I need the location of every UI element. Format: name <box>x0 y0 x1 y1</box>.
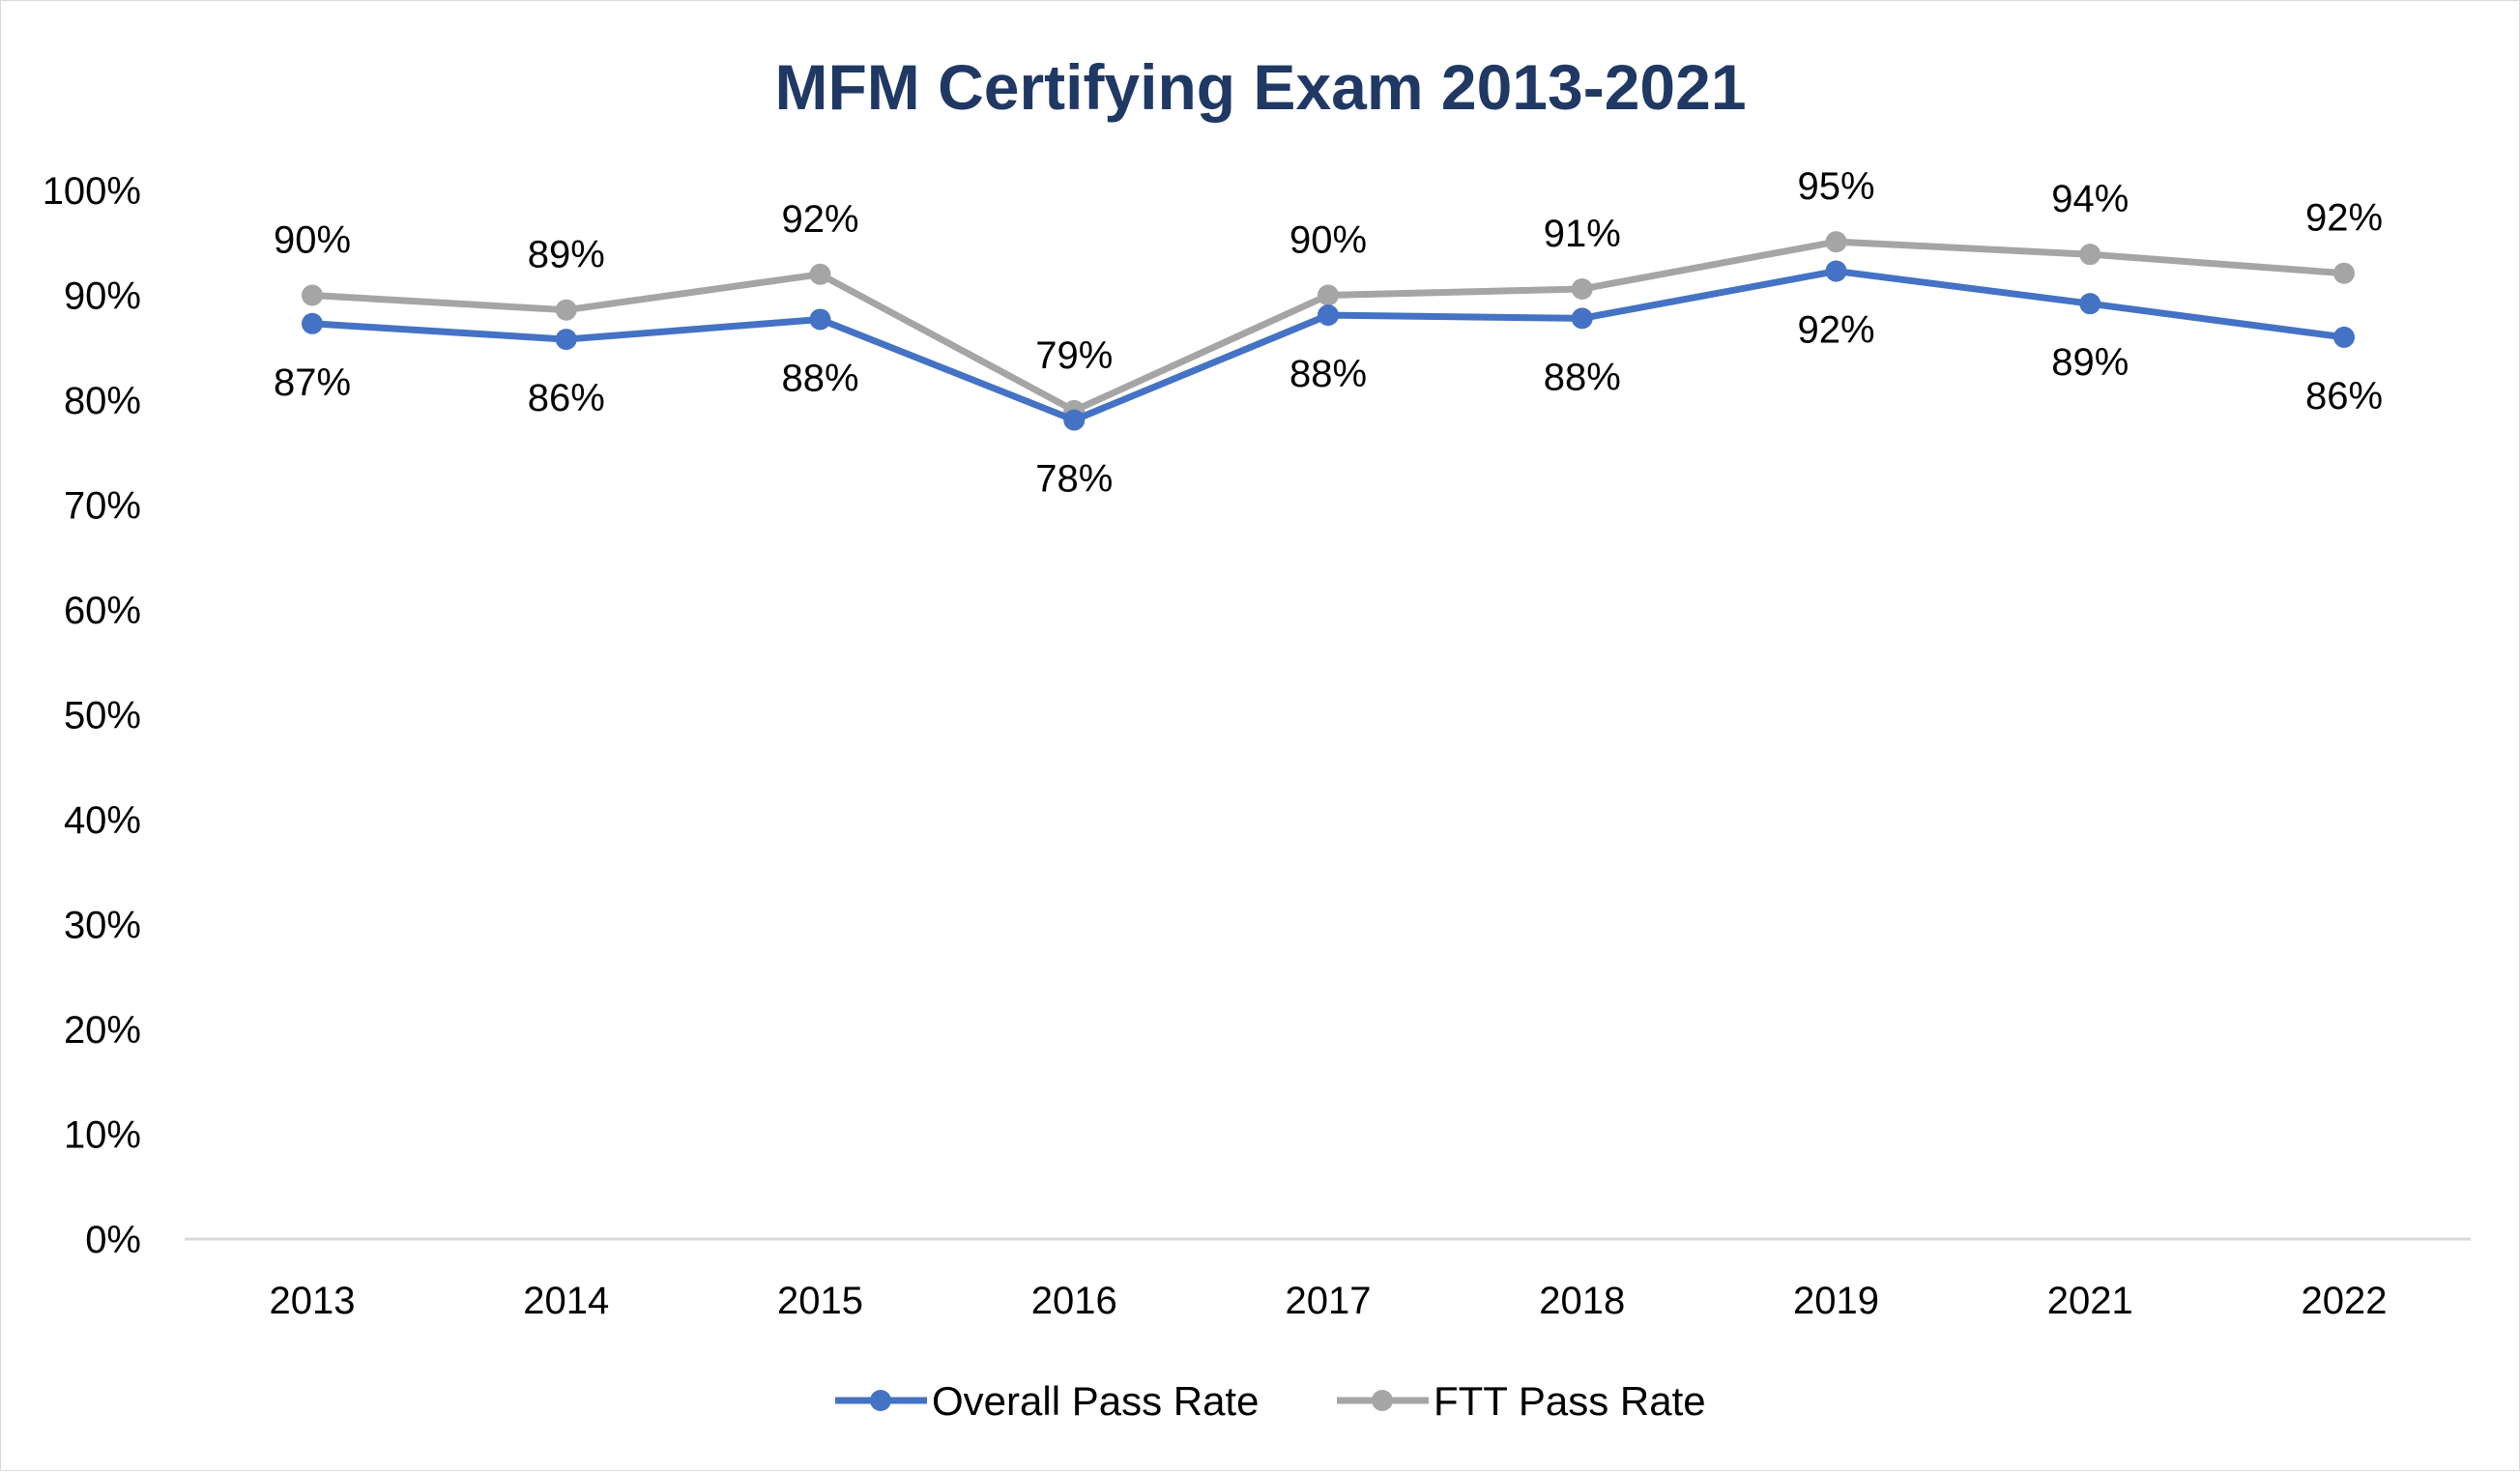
legend: Overall Pass Rate FTT Pass Rate <box>835 1378 1706 1424</box>
data-point-overall-pass-rate <box>809 308 831 331</box>
chart-title: MFM Certifying Exam 2013-2021 <box>774 51 1746 123</box>
y-tick-label: 80% <box>64 380 141 422</box>
data-point-overall-pass-rate <box>1318 304 1339 327</box>
series-overall-pass-rate <box>302 260 2355 431</box>
legend-label: FTT Pass Rate <box>1434 1378 1706 1424</box>
data-label-overall-pass-rate: 88% <box>1544 356 1621 398</box>
data-point-ftt-pass-rate <box>2333 262 2355 284</box>
legend-swatch-marker <box>870 1390 891 1411</box>
data-point-overall-pass-rate <box>555 329 577 351</box>
series-ftt-pass-rate <box>302 231 2355 421</box>
data-label-overall-pass-rate: 88% <box>781 357 858 399</box>
data-label-ftt-pass-rate: 90% <box>274 219 351 262</box>
x-tick-label: 2022 <box>2302 1280 2388 1322</box>
legend-swatch-marker <box>1372 1390 1393 1411</box>
data-point-overall-pass-rate <box>302 312 323 334</box>
x-tick-label: 2021 <box>2047 1280 2133 1322</box>
data-point-overall-pass-rate <box>1825 260 1847 282</box>
data-label-overall-pass-rate: 89% <box>2051 341 2129 384</box>
data-label-overall-pass-rate: 86% <box>2305 375 2383 418</box>
data-label-overall-pass-rate: 78% <box>1035 458 1113 501</box>
series-layer <box>302 231 2355 431</box>
y-tick-label: 40% <box>64 799 141 842</box>
x-tick-label: 2016 <box>1031 1280 1117 1322</box>
data-point-overall-pass-rate <box>1063 409 1086 431</box>
y-tick-label: 90% <box>64 275 141 318</box>
data-label-ftt-pass-rate: 92% <box>2305 197 2383 240</box>
data-label-ftt-pass-rate: 79% <box>1035 334 1113 377</box>
x-tick-label: 2015 <box>777 1280 863 1322</box>
x-tick-label: 2017 <box>1286 1280 1372 1322</box>
data-point-ftt-pass-rate <box>1318 284 1339 306</box>
data-label-overall-pass-rate: 88% <box>1289 353 1367 395</box>
y-tick-label: 10% <box>64 1114 141 1157</box>
data-label-ftt-pass-rate: 91% <box>1544 213 1621 255</box>
data-point-overall-pass-rate <box>2079 293 2101 315</box>
y-tick-label: 50% <box>64 695 141 737</box>
data-point-ftt-pass-rate <box>1825 231 1847 253</box>
legend-item-overall-pass-rate: Overall Pass Rate <box>835 1378 1259 1424</box>
legend-item-ftt-pass-rate: FTT Pass Rate <box>1337 1378 1706 1424</box>
y-tick-label: 0% <box>85 1219 141 1261</box>
y-tick-label: 60% <box>64 590 141 632</box>
data-point-ftt-pass-rate <box>2079 244 2101 266</box>
data-label-overall-pass-rate: 92% <box>1797 309 1874 352</box>
x-tick-label: 2018 <box>1539 1280 1625 1322</box>
data-point-ftt-pass-rate <box>302 284 323 306</box>
y-axis-tick-labels: 0% 10% 20% 30% 40% 50% 60% 70% 80% 90% 100% <box>43 170 141 1261</box>
y-tick-label: 100% <box>43 170 141 213</box>
data-label-ftt-pass-rate: 94% <box>2051 178 2129 220</box>
data-label-ftt-pass-rate: 90% <box>1289 219 1367 262</box>
y-tick-label: 20% <box>64 1009 141 1052</box>
data-point-overall-pass-rate <box>1571 307 1593 330</box>
y-tick-label: 70% <box>64 485 141 528</box>
data-label-ftt-pass-rate: 89% <box>528 234 605 276</box>
x-tick-label: 2013 <box>270 1280 356 1322</box>
x-tick-label: 2019 <box>1793 1280 1879 1322</box>
data-point-ftt-pass-rate <box>1571 277 1593 300</box>
x-axis-tick-labels: 2013 2014 2015 2016 2017 2018 2019 2021 2022 <box>270 1280 2388 1322</box>
data-point-ftt-pass-rate <box>809 263 831 285</box>
data-label-overall-pass-rate: 87% <box>274 361 351 404</box>
data-point-ftt-pass-rate <box>555 299 577 321</box>
data-labels: 87% 86% 88% 78% 88% 88% 92% 89% 86% 90% 89% 92% 79% 9… <box>274 165 2383 500</box>
data-label-ftt-pass-rate: 92% <box>781 198 858 241</box>
data-point-overall-pass-rate <box>2333 326 2355 348</box>
data-label-ftt-pass-rate: 95% <box>1797 165 1874 208</box>
legend-label: Overall Pass Rate <box>932 1378 1259 1424</box>
data-label-overall-pass-rate: 86% <box>528 377 605 419</box>
x-tick-label: 2014 <box>523 1280 609 1322</box>
y-tick-label: 30% <box>64 905 141 947</box>
